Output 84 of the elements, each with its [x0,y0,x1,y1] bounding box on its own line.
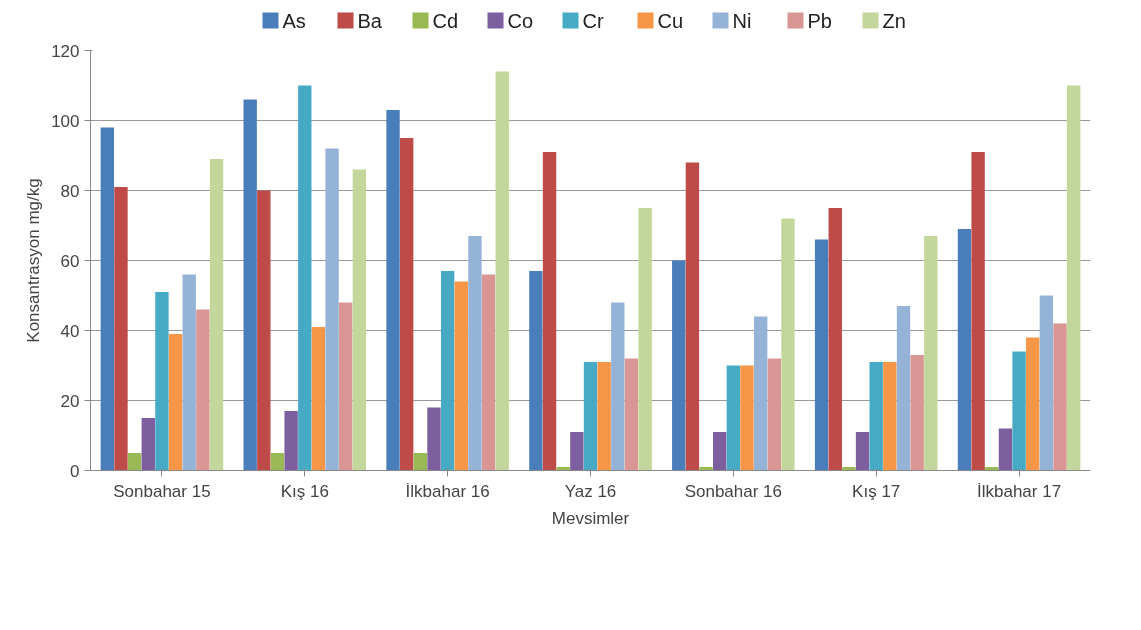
bar [1026,337,1040,471]
bar [624,358,639,471]
bar [243,99,257,471]
bar [284,411,298,471]
bar [672,260,686,471]
bar [100,127,115,471]
bar [869,362,883,471]
legend-label: Cd [432,9,459,32]
bar [883,362,897,471]
bar [1053,323,1067,471]
bar [685,162,700,471]
bar [781,218,795,471]
bar [814,239,829,471]
y-tick-label: 80 [60,181,80,201]
x-tick-label: Kış 17 [852,481,901,501]
bar [440,271,455,471]
legend-label: As [282,9,306,32]
bar [168,334,183,471]
bar [339,302,353,471]
bar [638,208,652,471]
bar [1066,85,1081,471]
legend-label: Pb [807,9,832,32]
y-axis-title: Konsantrasyon mg/kg [24,178,44,343]
bar [896,306,911,471]
bar [910,355,924,471]
bar [542,152,557,471]
bar [141,418,155,471]
bar [971,152,985,471]
y-tick-label: 120 [51,41,80,61]
x-tick-label: İlkbahar 17 [977,481,1062,501]
bar [270,453,285,471]
x-tick-label: Kış 16 [280,481,329,501]
legend-label: Co [507,9,534,32]
bar [127,453,142,471]
bar [924,236,938,471]
bar [325,148,339,471]
bar [957,229,972,471]
bar [1039,295,1054,471]
bar [196,309,210,471]
x-tick-label: Yaz 16 [564,481,617,501]
legend-label: Ba [357,9,383,32]
x-tick-label: Sonbahar 16 [684,481,783,501]
bar [298,85,312,471]
bar [583,362,598,471]
bar [753,316,768,471]
bar [529,271,543,471]
bar [352,169,367,471]
x-axis-title: Mevsimler [551,508,630,528]
x-tick-label: Sonbahar 15 [113,481,211,501]
bar [570,432,584,471]
bar [855,432,870,471]
bar [413,453,428,471]
bar [427,407,441,471]
bar [114,187,128,471]
bar [481,274,496,471]
x-tick-label: İlkbahar 16 [405,481,490,501]
y-tick-label: 60 [60,251,80,271]
bar [386,110,400,471]
bar [726,365,741,471]
bar [767,358,781,471]
bar [1012,351,1026,471]
y-tick-label: 100 [51,111,80,131]
bar [468,236,482,471]
bar [597,362,611,471]
bar [311,327,326,471]
legend-label: Cr [582,9,604,32]
bar [740,365,754,471]
bar [495,71,509,471]
bar [611,302,625,471]
bar [713,432,727,471]
bar [400,138,414,471]
y-tick-label: 40 [60,321,80,341]
bar [209,159,224,471]
y-tick-label: 0 [70,461,80,481]
bar [828,208,842,471]
bar [182,274,196,471]
y-tick-label: 20 [60,391,80,411]
legend-label: Ni [732,9,752,32]
legend-label: Zn [882,9,906,32]
bar [155,292,169,471]
legend-label: Cu [657,9,684,32]
bar [454,281,468,471]
bar [257,190,271,471]
bar [998,428,1013,471]
